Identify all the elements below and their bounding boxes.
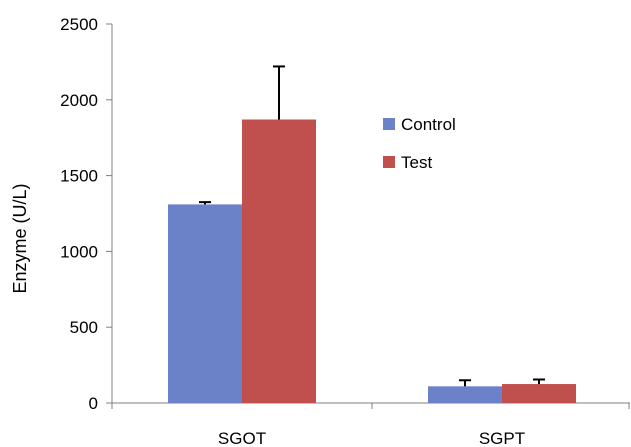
y-tick-label: 500 [70, 318, 98, 337]
bar-test-sgpt [502, 384, 576, 403]
legend-swatch-control [383, 118, 395, 130]
bars [168, 119, 576, 404]
y-tick-label: 1000 [60, 242, 98, 261]
legend: Control Test [383, 115, 456, 172]
error-bars [199, 65, 545, 387]
y-tick-label: 2000 [60, 91, 98, 110]
x-tick-label-sgot: SGOT [218, 429, 266, 447]
legend-swatch-test [383, 156, 395, 168]
y-tick-label: 1500 [60, 167, 98, 186]
bar-test-sgot [242, 119, 316, 404]
bar-control-sgpt [428, 386, 502, 403]
y-tick-label: 2500 [60, 15, 98, 34]
y-axis-title: Enzyme (U/L) [10, 183, 30, 293]
bar-control-sgot [168, 204, 242, 403]
x-tick-label-sgpt: SGPT [479, 429, 525, 447]
x-axis: SGOT SGPT [111, 402, 630, 447]
y-axis: 0 500 1000 1500 2000 2500 [60, 15, 113, 413]
legend-label-test: Test [401, 153, 432, 172]
legend-label-control: Control [401, 115, 456, 134]
y-tick-label: 0 [89, 394, 98, 413]
